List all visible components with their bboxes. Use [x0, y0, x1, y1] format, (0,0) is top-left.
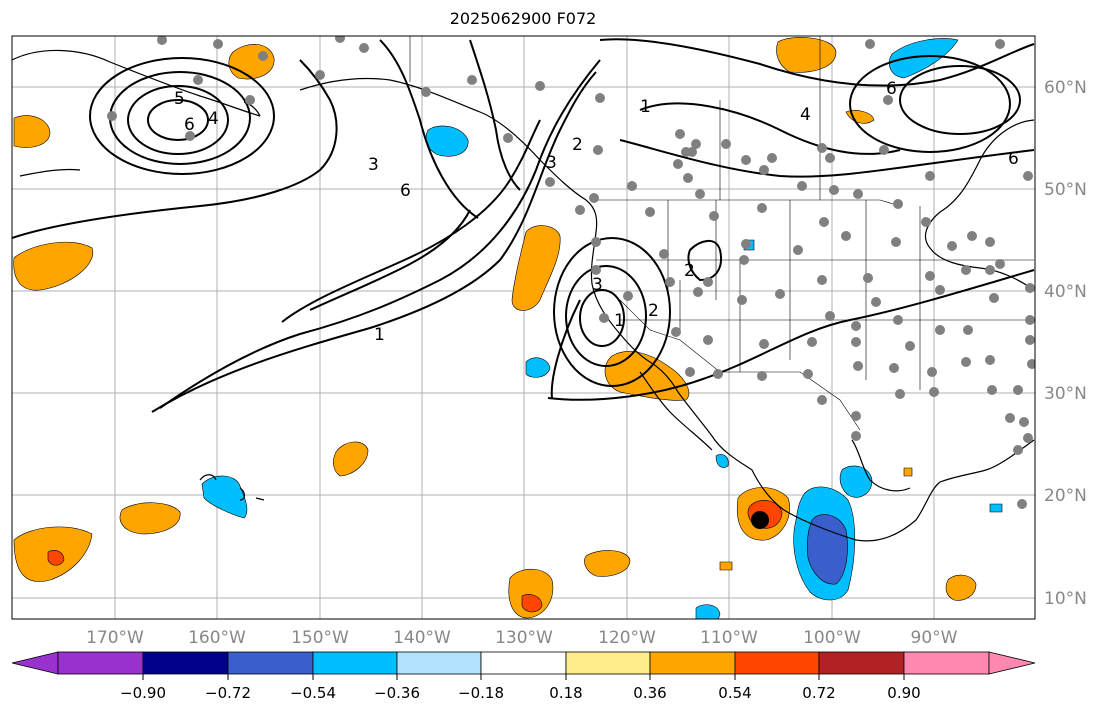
lat-label: 10°N [1044, 589, 1087, 609]
longitude-labels: 170°W 160°W 150°W 140°W 130°W 120°W 110°… [86, 628, 958, 648]
contour-label: 4 [800, 105, 811, 125]
lat-label: 40°N [1044, 282, 1087, 302]
colorbar-segment [649, 651, 736, 675]
contour-label: 2 [572, 135, 583, 155]
latitude-labels: 60°N 50°N 40°N 30°N 20°N 10°N [1044, 78, 1087, 609]
lat-label: 60°N [1044, 78, 1087, 98]
contour-label: 3 [368, 155, 379, 175]
colorbar-segment [480, 651, 567, 675]
lat-label: 20°N [1044, 486, 1087, 506]
colorbar-tick-label: −0.18 [458, 684, 504, 702]
lon-label: 140°W [393, 628, 451, 648]
contour-label: 5 [174, 89, 185, 109]
colorbar-segment [818, 651, 905, 675]
colorbar-tick-label: 0.90 [887, 684, 920, 702]
shaded-anomalies [13, 37, 1003, 619]
contour-label: 6 [400, 181, 411, 201]
colorbar-tick-label: −0.36 [374, 684, 420, 702]
colorbar-segment [227, 651, 314, 675]
contour-label: 6 [1008, 149, 1019, 169]
map-border [11, 35, 1036, 620]
map-title: 2025062900 F072 [449, 9, 597, 28]
colorbar-tick-label: 0.72 [802, 684, 835, 702]
colorbar-tick-label: 0.18 [549, 684, 582, 702]
colorbar-segment [312, 651, 398, 675]
lat-label: 30°N [1044, 384, 1087, 404]
colorbar-segment [734, 651, 820, 675]
storm-center-marker [751, 511, 769, 529]
lon-label: 150°W [291, 628, 349, 648]
lon-label: 110°W [700, 628, 758, 648]
lon-label: 100°W [803, 628, 861, 648]
lon-label: 120°W [598, 628, 656, 648]
colorbar-segment [142, 651, 229, 675]
contour-label: 3 [592, 275, 603, 295]
contour-label: 2 [648, 301, 659, 321]
colorbar-ticks [142, 674, 905, 680]
colorbar-segment [565, 651, 651, 675]
contour-label: 4 [208, 109, 219, 129]
colorbar-tick-label: 0.54 [718, 684, 751, 702]
colorbar-segment [903, 651, 990, 675]
lon-label: 170°W [86, 628, 144, 648]
colorbar-tick-label: 0.36 [633, 684, 666, 702]
colorbar-tick-label: −0.90 [120, 684, 166, 702]
contour-label: 1 [374, 325, 385, 345]
lon-label: 160°W [188, 628, 246, 648]
colorbar-tick-labels: −0.90 −0.72 −0.54 −0.36 −0.18 0.18 0.36 … [120, 684, 921, 702]
contour-label: 3 [546, 153, 557, 173]
contour-label: 2 [684, 261, 695, 281]
colorbar-segment [396, 651, 482, 675]
contour-label: 6 [886, 79, 897, 99]
colorbar-tick-label: −0.54 [290, 684, 336, 702]
colorbar-tick-label: −0.72 [205, 684, 251, 702]
contour-label: 1 [614, 311, 625, 331]
lon-label: 130°W [495, 628, 553, 648]
contour-label: 6 [184, 115, 195, 135]
colorbar-segment [988, 651, 1036, 675]
colorbar-segment [57, 651, 144, 675]
contour-value-labels: 5 4 6 3 6 1 2 3 2 1 3 2 1 4 6 6 [174, 79, 1019, 345]
lon-label: 90°W [911, 628, 958, 648]
observation-stations [107, 36, 1035, 509]
colorbar-segment [11, 651, 59, 675]
lat-label: 50°N [1044, 180, 1087, 200]
colorbar [11, 651, 1036, 675]
contour-label: 1 [640, 97, 651, 117]
